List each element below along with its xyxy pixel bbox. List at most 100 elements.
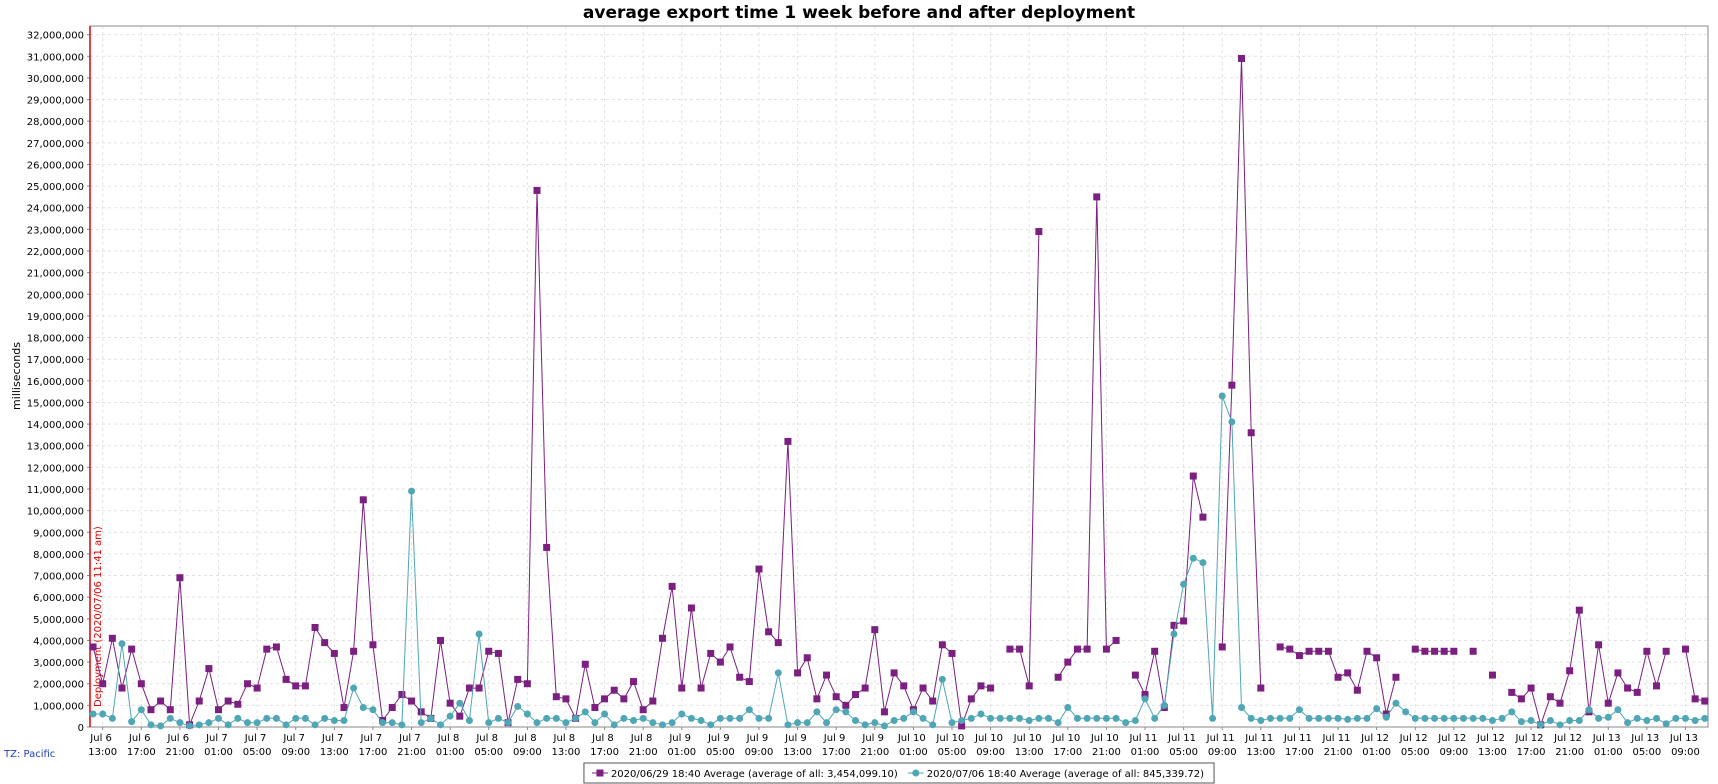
point: [1595, 714, 1603, 722]
x-tick-label: Jul 11 13:00: [1244, 733, 1276, 758]
point: [485, 719, 493, 727]
point: [504, 719, 512, 727]
point: [1180, 617, 1188, 625]
point: [446, 699, 454, 707]
point: [890, 669, 898, 677]
point: [1334, 673, 1342, 681]
point: [1527, 717, 1535, 725]
point: [1479, 714, 1487, 722]
point: [118, 684, 126, 692]
point: [1575, 717, 1583, 725]
point: [215, 706, 223, 714]
point: [533, 186, 541, 194]
point: [697, 717, 705, 725]
point: [523, 710, 531, 718]
point: [784, 721, 792, 729]
point: [1025, 717, 1033, 725]
point: [736, 673, 744, 681]
point: [1151, 714, 1159, 722]
point: [408, 697, 416, 705]
point: [919, 684, 927, 692]
point: [379, 719, 387, 727]
point: [803, 654, 811, 662]
point: [948, 719, 956, 727]
point: [919, 714, 927, 722]
point: [272, 714, 280, 722]
point: [996, 714, 1004, 722]
point: [1595, 641, 1603, 649]
point: [842, 701, 850, 709]
point: [1315, 714, 1323, 722]
point: [456, 712, 464, 720]
point: [475, 630, 483, 638]
point: [1701, 697, 1709, 705]
point: [1228, 381, 1236, 389]
point: [1604, 713, 1612, 721]
point: [417, 719, 425, 727]
point: [1643, 717, 1651, 725]
point: [610, 686, 618, 694]
point: [205, 665, 213, 673]
point: [456, 699, 464, 707]
point: [1353, 686, 1361, 694]
point: [436, 636, 444, 644]
y-tick-label: 7,000,000: [33, 572, 84, 583]
y-tick-label: 22,000,000: [27, 247, 84, 258]
point: [707, 721, 715, 729]
point: [321, 639, 329, 647]
point: [465, 717, 473, 725]
point: [1170, 630, 1178, 638]
point: [1450, 647, 1458, 655]
point: [263, 645, 271, 653]
x-tick-label: Jul 8 05:00: [474, 733, 503, 758]
point: [716, 714, 724, 722]
point: [128, 718, 136, 726]
x-tick-label: Jul 12 05:00: [1399, 733, 1431, 758]
point: [1295, 652, 1303, 660]
point: [301, 682, 309, 690]
point: [186, 722, 194, 730]
point: [359, 496, 367, 504]
x-tick-label: Jul 9 05:00: [706, 733, 735, 758]
point: [1189, 472, 1197, 480]
x-tick-label: Jul 7 13:00: [320, 733, 349, 758]
x-tick-label: Jul 10 17:00: [1051, 733, 1083, 758]
point: [108, 634, 116, 642]
point: [1016, 645, 1024, 653]
y-tick-label: 19,000,000: [27, 312, 84, 323]
point: [784, 437, 792, 445]
point: [147, 706, 155, 714]
point: [1373, 654, 1381, 662]
point: [726, 643, 734, 651]
point: [1045, 714, 1053, 722]
point: [1131, 717, 1139, 725]
point: [668, 719, 676, 727]
point: [755, 565, 763, 573]
point: [89, 643, 97, 651]
legend-marker: [912, 769, 920, 777]
point: [736, 714, 744, 722]
point: [1247, 714, 1255, 722]
point: [948, 649, 956, 657]
point: [1701, 714, 1709, 722]
point: [282, 721, 290, 729]
point: [813, 708, 821, 716]
x-tick-label: Jul 7 05:00: [243, 733, 272, 758]
point: [610, 721, 618, 729]
point: [350, 684, 358, 692]
point: [678, 684, 686, 692]
x-tick-label: Jul 8 13:00: [552, 733, 581, 758]
point: [311, 623, 319, 631]
point: [1064, 704, 1072, 712]
point: [794, 669, 802, 677]
x-tick-label: Jul 10 01:00: [897, 733, 929, 758]
point: [1334, 714, 1342, 722]
y-tick-label: 15,000,000: [27, 398, 84, 409]
point: [977, 682, 985, 690]
point: [581, 660, 589, 668]
y-tick-label: 25,000,000: [27, 182, 84, 193]
point: [987, 714, 995, 722]
legend-label: 2020/06/29 18:40 Average (average of all…: [611, 769, 898, 780]
point: [591, 704, 599, 712]
